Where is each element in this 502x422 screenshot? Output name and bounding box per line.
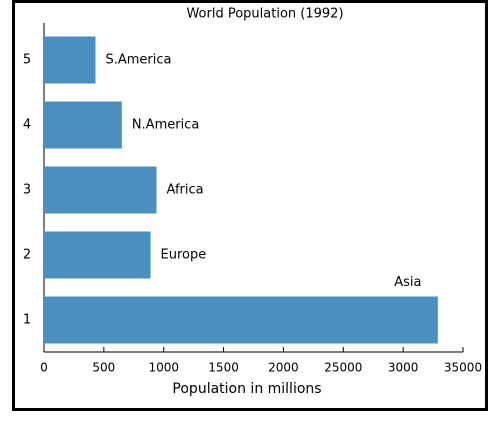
x-tick-label: 3000 <box>388 361 419 375</box>
x-tick-label: 1500 <box>208 361 239 375</box>
x-axis-label: Population in millions <box>172 381 321 397</box>
x-tick-label: 1000 <box>148 361 179 375</box>
x-tick-label: 25000 <box>324 361 362 375</box>
chart-title: World Population (1992) <box>186 7 343 22</box>
y-tick-label: 4 <box>23 118 31 133</box>
y-tick-label: 2 <box>23 248 31 263</box>
x-tick-label: 2000 <box>268 361 299 375</box>
bar <box>44 36 96 84</box>
bar-label: Europe <box>161 248 207 263</box>
frame <box>12 0 488 411</box>
bar <box>44 166 157 214</box>
bar <box>44 231 151 279</box>
bar-label: Africa <box>167 183 204 198</box>
y-tick-label: 5 <box>23 53 31 68</box>
x-tick-label: 0 <box>40 361 48 375</box>
y-tick-label: 3 <box>23 183 31 198</box>
x-tick-label: 500 <box>92 361 115 375</box>
x-tick-label: 35000 <box>444 361 482 375</box>
bar <box>44 296 438 344</box>
y-tick-label: 1 <box>23 313 31 328</box>
bar-label: Asia <box>394 275 421 290</box>
bar <box>44 101 122 149</box>
bar-label: S.America <box>105 53 171 68</box>
bar-label: N.America <box>132 118 199 133</box>
